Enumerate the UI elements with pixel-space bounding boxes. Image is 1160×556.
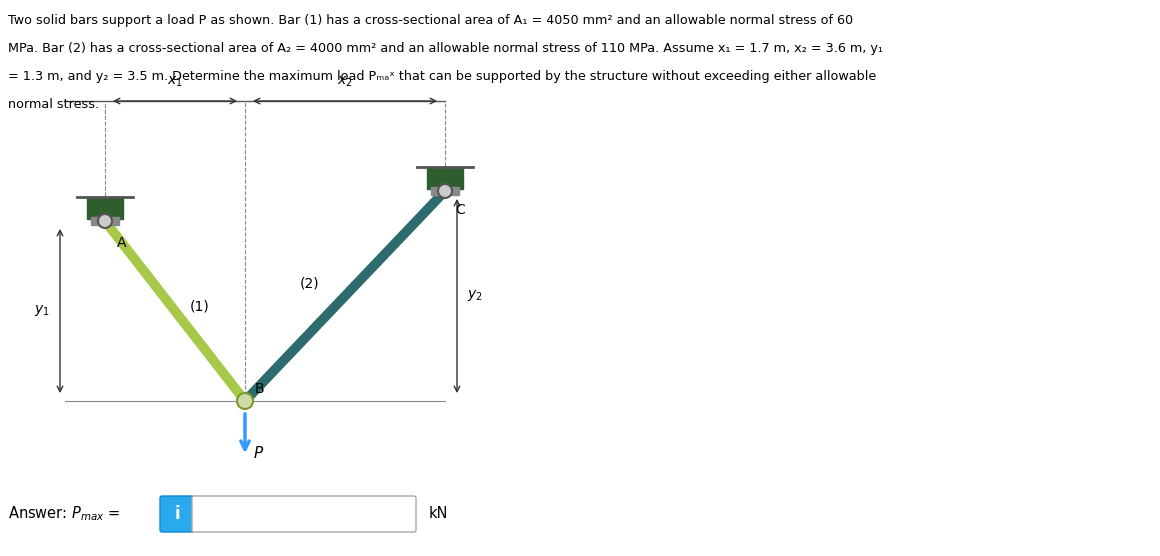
Bar — [90, 217, 119, 225]
Text: B: B — [255, 382, 264, 396]
Circle shape — [237, 393, 253, 409]
Bar — [432, 187, 459, 195]
Text: C: C — [455, 203, 465, 217]
Text: A: A — [117, 236, 126, 250]
Text: i: i — [174, 505, 180, 523]
Bar — [427, 167, 463, 189]
Bar — [87, 197, 123, 219]
Text: $y_1$: $y_1$ — [34, 304, 50, 319]
Text: Answer: $P_{max}$ =: Answer: $P_{max}$ = — [8, 505, 121, 523]
Text: normal stress.: normal stress. — [8, 98, 99, 111]
Text: $P$: $P$ — [253, 445, 264, 461]
FancyBboxPatch shape — [193, 496, 416, 532]
Text: $x_2$: $x_2$ — [338, 75, 353, 89]
Text: $x_1$: $x_1$ — [167, 75, 183, 89]
Text: kN: kN — [429, 507, 449, 522]
Circle shape — [97, 214, 113, 228]
Circle shape — [438, 184, 452, 198]
Text: MPa. Bar (2) has a cross-sectional area of A₂ = 4000 mm² and an allowable normal: MPa. Bar (2) has a cross-sectional area … — [8, 42, 883, 55]
Text: $y_2$: $y_2$ — [467, 289, 483, 304]
FancyBboxPatch shape — [160, 496, 194, 532]
Text: (1): (1) — [190, 299, 210, 313]
Text: = 1.3 m, and y₂ = 3.5 m. Determine the maximum load Pₘₐˣ that can be supported b: = 1.3 m, and y₂ = 3.5 m. Determine the m… — [8, 70, 876, 83]
Text: Two solid bars support a load P as shown. Bar (1) has a cross-sectional area of : Two solid bars support a load P as shown… — [8, 14, 853, 27]
Text: (2): (2) — [300, 277, 320, 291]
